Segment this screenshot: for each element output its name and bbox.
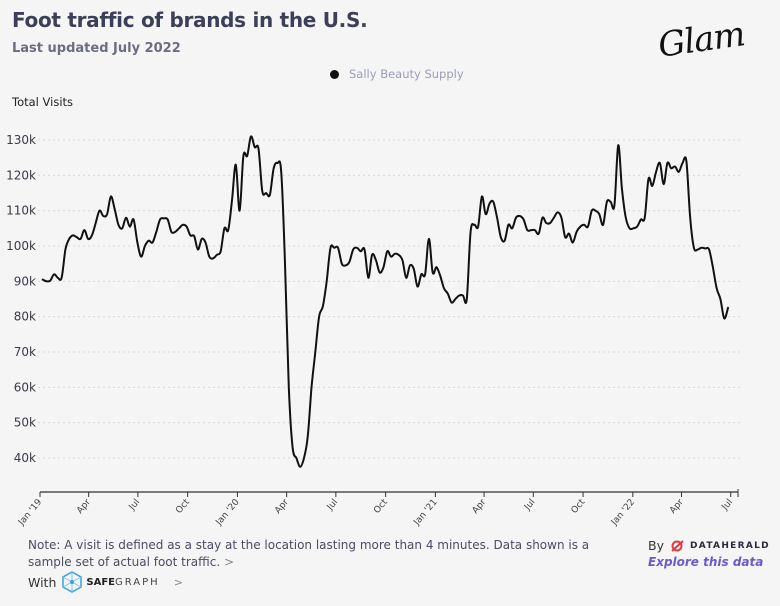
y-tick-label: 100k bbox=[6, 239, 36, 253]
by-label: By bbox=[648, 538, 664, 553]
x-tick-label: Jan '21 bbox=[412, 498, 440, 529]
x-tick-label: Apr bbox=[471, 497, 489, 516]
y-tick-label: 80k bbox=[14, 310, 36, 324]
y-axis-title: Total Visits bbox=[12, 95, 74, 109]
x-tick-label: Jan '20 bbox=[214, 497, 242, 528]
x-tick-label: Jan '19 bbox=[16, 497, 44, 528]
safegraph-logo[interactable]: SAFEGRAPH bbox=[62, 571, 159, 593]
safegraph-cube-icon bbox=[62, 571, 83, 593]
x-tick-label: Oct bbox=[372, 497, 390, 516]
x-tick-label: Oct bbox=[570, 497, 588, 516]
dataherald-credit[interactable]: By DATAHERALD bbox=[648, 538, 770, 553]
note-text: Note: A visit is defined as a stay at th… bbox=[28, 538, 590, 569]
page-title: Foot traffic of brands in the U.S. bbox=[12, 8, 368, 32]
x-tick-label: Oct bbox=[174, 497, 192, 516]
y-tick-label: 120k bbox=[6, 168, 36, 182]
y-tick-label: 40k bbox=[14, 451, 36, 465]
explore-data-link[interactable]: Explore this data bbox=[648, 555, 764, 569]
x-tick-label: Apr bbox=[273, 497, 291, 516]
series-line-sally-beauty-supply bbox=[41, 135, 729, 468]
last-updated-subtitle: Last updated July 2022 bbox=[12, 41, 181, 56]
x-tick-label: Jul bbox=[720, 498, 735, 514]
safegraph-rest: GRAPH bbox=[115, 576, 160, 588]
line-chart: 40k 50k 60k 70k 80k 90k 100k 110k 120k 130k Jan '1… bbox=[6, 133, 741, 529]
note-chevron-icon[interactable]: > bbox=[224, 555, 235, 569]
dataherald-logo-icon bbox=[671, 539, 684, 552]
with-label: With bbox=[28, 574, 57, 590]
dataherald-name: DATAHERALD bbox=[689, 540, 770, 551]
legend-dot-icon bbox=[330, 69, 339, 79]
safegraph-credit[interactable]: With SAFEGRAPH > bbox=[28, 571, 183, 593]
y-tick-label: 60k bbox=[14, 380, 36, 394]
x-tick-label: Jul bbox=[522, 498, 537, 514]
safegraph-bold: SAFE bbox=[86, 576, 115, 588]
y-tick-label: 50k bbox=[14, 416, 36, 430]
x-tick-label: Jan '22 bbox=[609, 498, 637, 529]
legend[interactable]: Sally Beauty Supply bbox=[330, 67, 464, 81]
x-tick-label: Jul bbox=[325, 498, 340, 514]
y-tick-label: 70k bbox=[14, 345, 36, 359]
y-tick-label: 130k bbox=[6, 133, 36, 147]
y-tick-label: 90k bbox=[14, 274, 36, 288]
glam-logo: Glam bbox=[655, 14, 747, 66]
footer-note[interactable]: Note: A visit is defined as a stay at th… bbox=[28, 537, 618, 571]
x-tick-label: Apr bbox=[668, 497, 686, 516]
y-tick-label: 110k bbox=[6, 204, 36, 218]
safegraph-chevron-icon[interactable]: > bbox=[173, 575, 183, 589]
legend-label: Sally Beauty Supply bbox=[349, 67, 464, 81]
x-tick-label: Apr bbox=[75, 497, 93, 516]
x-tick-label: Jul bbox=[127, 498, 142, 514]
